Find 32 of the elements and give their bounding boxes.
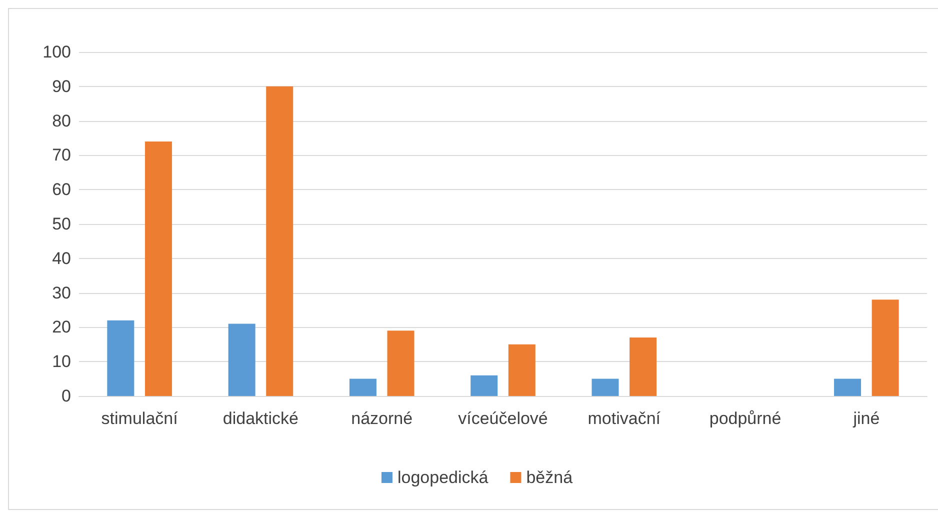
bar xyxy=(834,378,862,396)
y-tick-label: 100 xyxy=(42,42,71,62)
legend-label: běžná xyxy=(526,468,574,487)
bar xyxy=(144,141,172,396)
y-tick-label: 60 xyxy=(52,180,71,200)
bar xyxy=(592,378,619,396)
y-tick-label: 50 xyxy=(52,214,71,234)
legend-label: logopedická xyxy=(397,468,489,487)
y-tick-label: 0 xyxy=(62,386,71,406)
x-tick-label: stimulační xyxy=(101,409,178,428)
y-tick-label: 10 xyxy=(52,352,71,372)
bar xyxy=(872,300,899,396)
x-tick-label: jiné xyxy=(852,409,880,428)
x-tick-label: podpůrné xyxy=(709,409,782,428)
bar xyxy=(387,330,414,396)
y-tick-label: 20 xyxy=(52,318,71,337)
y-tick-label: 90 xyxy=(52,76,71,96)
bar xyxy=(266,86,294,396)
x-tick-label: víceúčelové xyxy=(458,409,548,428)
y-tick-label: 80 xyxy=(52,111,71,130)
y-tick-label: 30 xyxy=(52,283,71,302)
bar xyxy=(470,375,498,396)
bar xyxy=(228,324,256,396)
x-tick-label: didaktické xyxy=(222,409,299,428)
y-tick-label: 70 xyxy=(52,146,71,165)
bar xyxy=(508,344,536,396)
bar xyxy=(630,338,657,396)
bar xyxy=(107,320,134,396)
bar xyxy=(349,378,376,396)
x-tick-label: názorné xyxy=(351,409,413,428)
y-tick-label: 40 xyxy=(52,248,71,268)
x-tick-label: motivační xyxy=(588,409,661,428)
